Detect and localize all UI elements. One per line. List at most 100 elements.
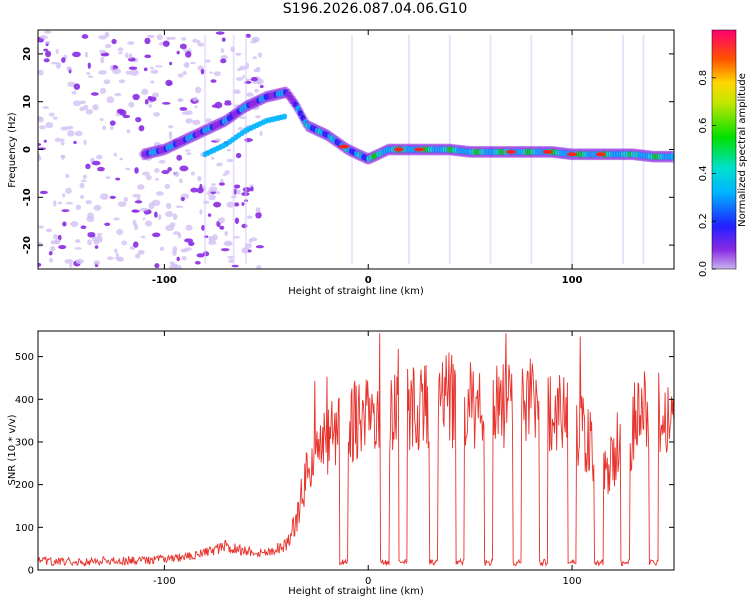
noise-speckle bbox=[143, 67, 148, 72]
noise-speckle bbox=[119, 157, 124, 161]
noise-speckle bbox=[254, 88, 260, 93]
noise-speckle bbox=[220, 178, 224, 183]
noise-speckle bbox=[109, 65, 114, 71]
noise-speckle bbox=[118, 51, 123, 55]
snr-ticks: -100 0 100 0 100 200 300 400 500 bbox=[15, 331, 674, 587]
noise-speckle bbox=[252, 56, 257, 60]
noise-speckle bbox=[74, 239, 81, 244]
noise-speckle bbox=[87, 75, 94, 78]
noise-speckle bbox=[213, 201, 222, 208]
noise-speckle bbox=[72, 100, 82, 107]
y-tick-label: 500 bbox=[15, 352, 34, 363]
noise-speckle bbox=[93, 204, 102, 211]
noise-speckle bbox=[177, 98, 184, 102]
noise-speckle bbox=[105, 176, 111, 179]
noise-speckle bbox=[162, 40, 170, 47]
x-tick-label: 0 bbox=[365, 275, 372, 286]
noise-speckle bbox=[182, 70, 187, 76]
noise-speckle bbox=[155, 177, 159, 181]
noise-speckle bbox=[169, 263, 178, 269]
noise-speckle bbox=[87, 212, 94, 219]
noise-speckle bbox=[205, 118, 213, 123]
noise-speckle bbox=[140, 235, 146, 239]
noise-speckle bbox=[249, 186, 254, 192]
noise-speckle bbox=[211, 156, 215, 160]
noise-speckle bbox=[111, 38, 117, 45]
noise-speckle bbox=[194, 105, 198, 109]
noise-speckle bbox=[169, 61, 173, 66]
noise-speckle bbox=[45, 40, 51, 44]
noise-speckle bbox=[141, 88, 149, 96]
noise-speckle bbox=[220, 55, 228, 60]
noise-speckle bbox=[130, 69, 139, 76]
noise-speckle bbox=[255, 66, 261, 73]
noise-speckle bbox=[208, 186, 218, 193]
noise-speckle bbox=[110, 125, 114, 131]
colorbar-tick-label: 0.8 bbox=[698, 70, 709, 86]
noise-speckle bbox=[115, 177, 121, 181]
noise-speckle bbox=[192, 38, 198, 43]
noise-speckle bbox=[192, 96, 198, 102]
noise-speckle bbox=[235, 52, 242, 56]
noise-speckle bbox=[255, 207, 261, 214]
noise-speckle bbox=[221, 37, 226, 42]
noise-speckle bbox=[235, 189, 241, 195]
y-tick-label: 200 bbox=[15, 480, 34, 491]
noise-speckle bbox=[49, 245, 56, 252]
noise-speckle bbox=[142, 217, 146, 220]
noise-speckle bbox=[115, 252, 120, 258]
noise-speckle bbox=[85, 163, 91, 170]
noise-speckle bbox=[156, 34, 163, 41]
noise-speckle bbox=[44, 50, 52, 58]
noise-speckle bbox=[127, 41, 135, 45]
noise-speckle bbox=[192, 119, 201, 125]
noise-speckle bbox=[66, 125, 74, 130]
noise-speckle bbox=[185, 224, 193, 231]
noise-speckle bbox=[84, 51, 89, 58]
noise-speckle bbox=[113, 217, 120, 221]
colorbar-ticks: 0.0 0.2 0.4 0.6 0.8 bbox=[698, 70, 716, 277]
noise-speckle bbox=[53, 200, 57, 207]
noise-speckle bbox=[121, 240, 128, 246]
noise-speckle bbox=[128, 66, 138, 70]
noise-speckle bbox=[106, 96, 115, 104]
noise-speckle bbox=[137, 249, 145, 255]
noise-speckle bbox=[150, 80, 155, 84]
ridge-branch-point bbox=[282, 113, 288, 120]
snr-series-line bbox=[38, 333, 674, 568]
noise-speckle bbox=[38, 242, 43, 248]
noise-speckle bbox=[107, 256, 114, 260]
noise-speckle bbox=[65, 187, 72, 195]
noise-speckle bbox=[148, 104, 153, 108]
noise-speckle bbox=[133, 241, 139, 248]
spectral-streak bbox=[232, 35, 235, 264]
noise-speckle bbox=[148, 202, 155, 210]
noise-speckle bbox=[165, 211, 174, 218]
noise-speckle bbox=[170, 36, 177, 40]
noise-speckle bbox=[117, 47, 124, 52]
noise-speckle bbox=[235, 77, 244, 81]
noise-speckle bbox=[70, 221, 79, 227]
colorbar-tick-label: 0.4 bbox=[698, 165, 709, 181]
noise-speckle bbox=[211, 104, 218, 108]
noise-speckle bbox=[93, 239, 100, 245]
noise-speckle bbox=[154, 211, 158, 218]
noise-speckle bbox=[124, 52, 129, 59]
noise-speckle bbox=[128, 53, 133, 60]
noise-speckle bbox=[75, 258, 84, 265]
noise-speckle bbox=[91, 160, 101, 166]
noise-speckle bbox=[214, 191, 221, 195]
noise-speckle bbox=[117, 201, 127, 207]
noise-speckle bbox=[152, 232, 161, 238]
colorbar-tick-label: 0.6 bbox=[698, 118, 709, 134]
noise-speckle bbox=[151, 92, 160, 98]
noise-speckle bbox=[148, 96, 157, 102]
noise-speckle bbox=[94, 245, 99, 249]
ridge-hotspot bbox=[595, 152, 606, 157]
noise-speckle bbox=[39, 125, 46, 130]
noise-speckle bbox=[38, 225, 44, 229]
noise-speckle bbox=[134, 167, 139, 174]
noise-speckle bbox=[80, 179, 87, 183]
noise-speckle bbox=[80, 225, 87, 230]
noise-speckle bbox=[211, 183, 216, 186]
